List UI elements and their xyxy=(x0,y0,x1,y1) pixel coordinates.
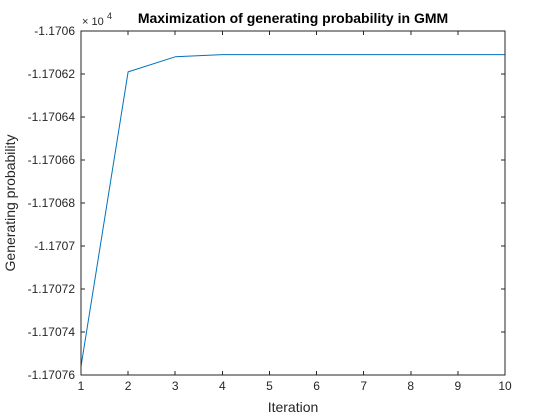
marks-layer xyxy=(80,54,505,367)
axes-layer: 1 2 3 4 5 6 7 8 9 10 -1.17076 -1.17074 -1.17072 -1.17… xyxy=(28,24,512,393)
x-tick-label: 6 xyxy=(313,379,320,393)
y-tick-label: -1.1707 xyxy=(34,239,75,253)
x-tick-label: 4 xyxy=(219,379,226,393)
x-tick-label: 5 xyxy=(266,379,273,393)
y-tick-label: -1.17072 xyxy=(28,282,76,296)
x-tick-label: 3 xyxy=(172,379,179,393)
chart-title: Maximization of generating probability i… xyxy=(138,10,448,26)
y-tick-label: -1.17068 xyxy=(28,196,76,210)
y-axis-label: Generating probability xyxy=(2,135,18,272)
y-tick-label: -1.17062 xyxy=(28,67,76,81)
y-tick-label: -1.17074 xyxy=(28,325,76,339)
x-axis-label: Iteration xyxy=(268,399,319,415)
y-tick-label: -1.17076 xyxy=(28,368,76,382)
series-line-0 xyxy=(80,54,505,367)
x-tick-label: 10 xyxy=(498,379,512,393)
x-tick-label: 7 xyxy=(360,379,367,393)
x-tick-label: 2 xyxy=(125,379,132,393)
plot-area xyxy=(81,31,505,375)
y-tick-label: -1.17064 xyxy=(28,110,76,124)
exponent-power: 4 xyxy=(107,11,112,21)
x-tick-label: 9 xyxy=(455,379,462,393)
x-tick-label: 8 xyxy=(407,379,414,393)
x-tick-label: 1 xyxy=(78,379,85,393)
y-tick-label: -1.17066 xyxy=(28,153,76,167)
y-tick-label: -1.1706 xyxy=(34,24,75,38)
exponent-base: × 10 xyxy=(82,16,104,28)
